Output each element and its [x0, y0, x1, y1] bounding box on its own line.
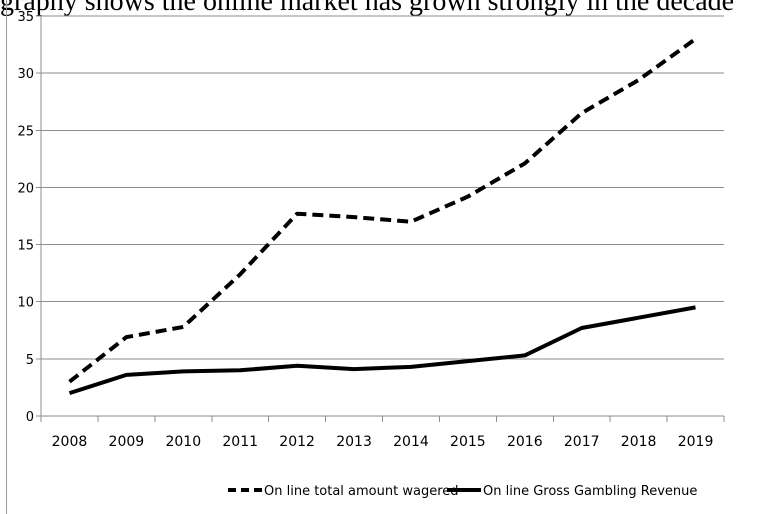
x-tick-labels: 2008 2009 2010 2011 2012 2013 2014 2015 2016 2017…: [52, 434, 714, 450]
series-lines: [68, 37, 697, 396]
y-tick-label-10: 10: [17, 296, 34, 311]
axes: [36, 15, 725, 422]
y-tick-label-0: 0: [26, 410, 34, 425]
x-tick-label-2014: 2014: [393, 434, 429, 450]
grid-lines: [41, 15, 724, 360]
x-tick-label-2009: 2009: [109, 434, 145, 450]
y-tick-label-35: 35: [17, 10, 34, 25]
page-edge-line: [6, 0, 7, 514]
x-tick-label-2018: 2018: [621, 434, 657, 450]
x-tick-label-2015: 2015: [450, 434, 486, 450]
x-tick-label-2011: 2011: [222, 434, 258, 450]
y-tick-label-5: 5: [26, 353, 34, 368]
y-tick-labels: 0 5 10 15 20 25 30 35: [17, 10, 34, 425]
y-tick-label-20: 20: [17, 181, 34, 196]
legend: On line total amount wagered On line Gros…: [228, 484, 697, 499]
legend-label-1: On line total amount wagered: [264, 484, 459, 499]
series-line-1: [68, 37, 697, 384]
x-tick-label-2008: 2008: [52, 434, 88, 450]
x-tick-label-2012: 2012: [279, 434, 315, 450]
x-tick-label-2016: 2016: [507, 434, 543, 450]
x-tick-label-2019: 2019: [678, 434, 714, 450]
legend-label-2: On line Gross Gambling Revenue: [483, 484, 697, 499]
y-tick-label-15: 15: [17, 239, 34, 254]
x-tick-label-2017: 2017: [564, 434, 600, 450]
x-tick-label-2013: 2013: [336, 434, 372, 450]
caption-text-cropped: graphy shows the online market has grown…: [0, 0, 735, 17]
y-tick-label-30: 30: [17, 67, 34, 82]
x-tick-label-2010: 2010: [165, 434, 201, 450]
series-line-2: [68, 305, 696, 396]
y-tick-label-25: 25: [17, 124, 34, 139]
